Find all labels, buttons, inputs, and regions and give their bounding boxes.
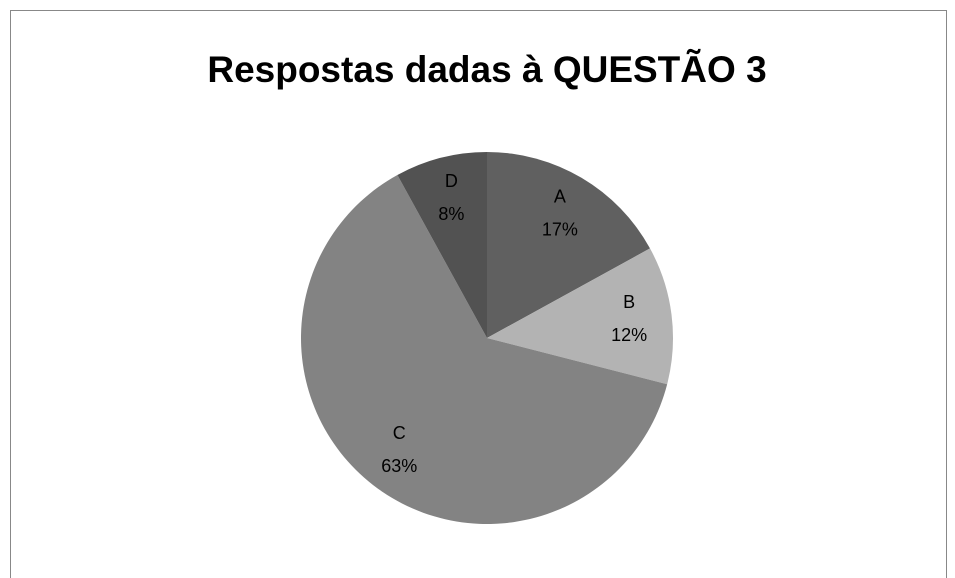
slice-value-label: 8%	[438, 204, 464, 224]
chart-title: Respostas dadas à QUESTÃO 3	[207, 48, 766, 90]
slice-value-label: 17%	[542, 219, 578, 239]
slice-category-label: C	[393, 423, 406, 443]
slice-category-label: D	[445, 171, 458, 191]
slice-category-label: B	[623, 292, 635, 312]
slice-category-label: A	[554, 186, 566, 206]
slice-value-label: 12%	[611, 325, 647, 345]
pie-slice	[301, 175, 668, 524]
pie-slice	[397, 152, 487, 338]
slice-value-label: 63%	[381, 456, 417, 476]
pie-slice	[487, 248, 673, 385]
pie-slice	[487, 152, 650, 338]
